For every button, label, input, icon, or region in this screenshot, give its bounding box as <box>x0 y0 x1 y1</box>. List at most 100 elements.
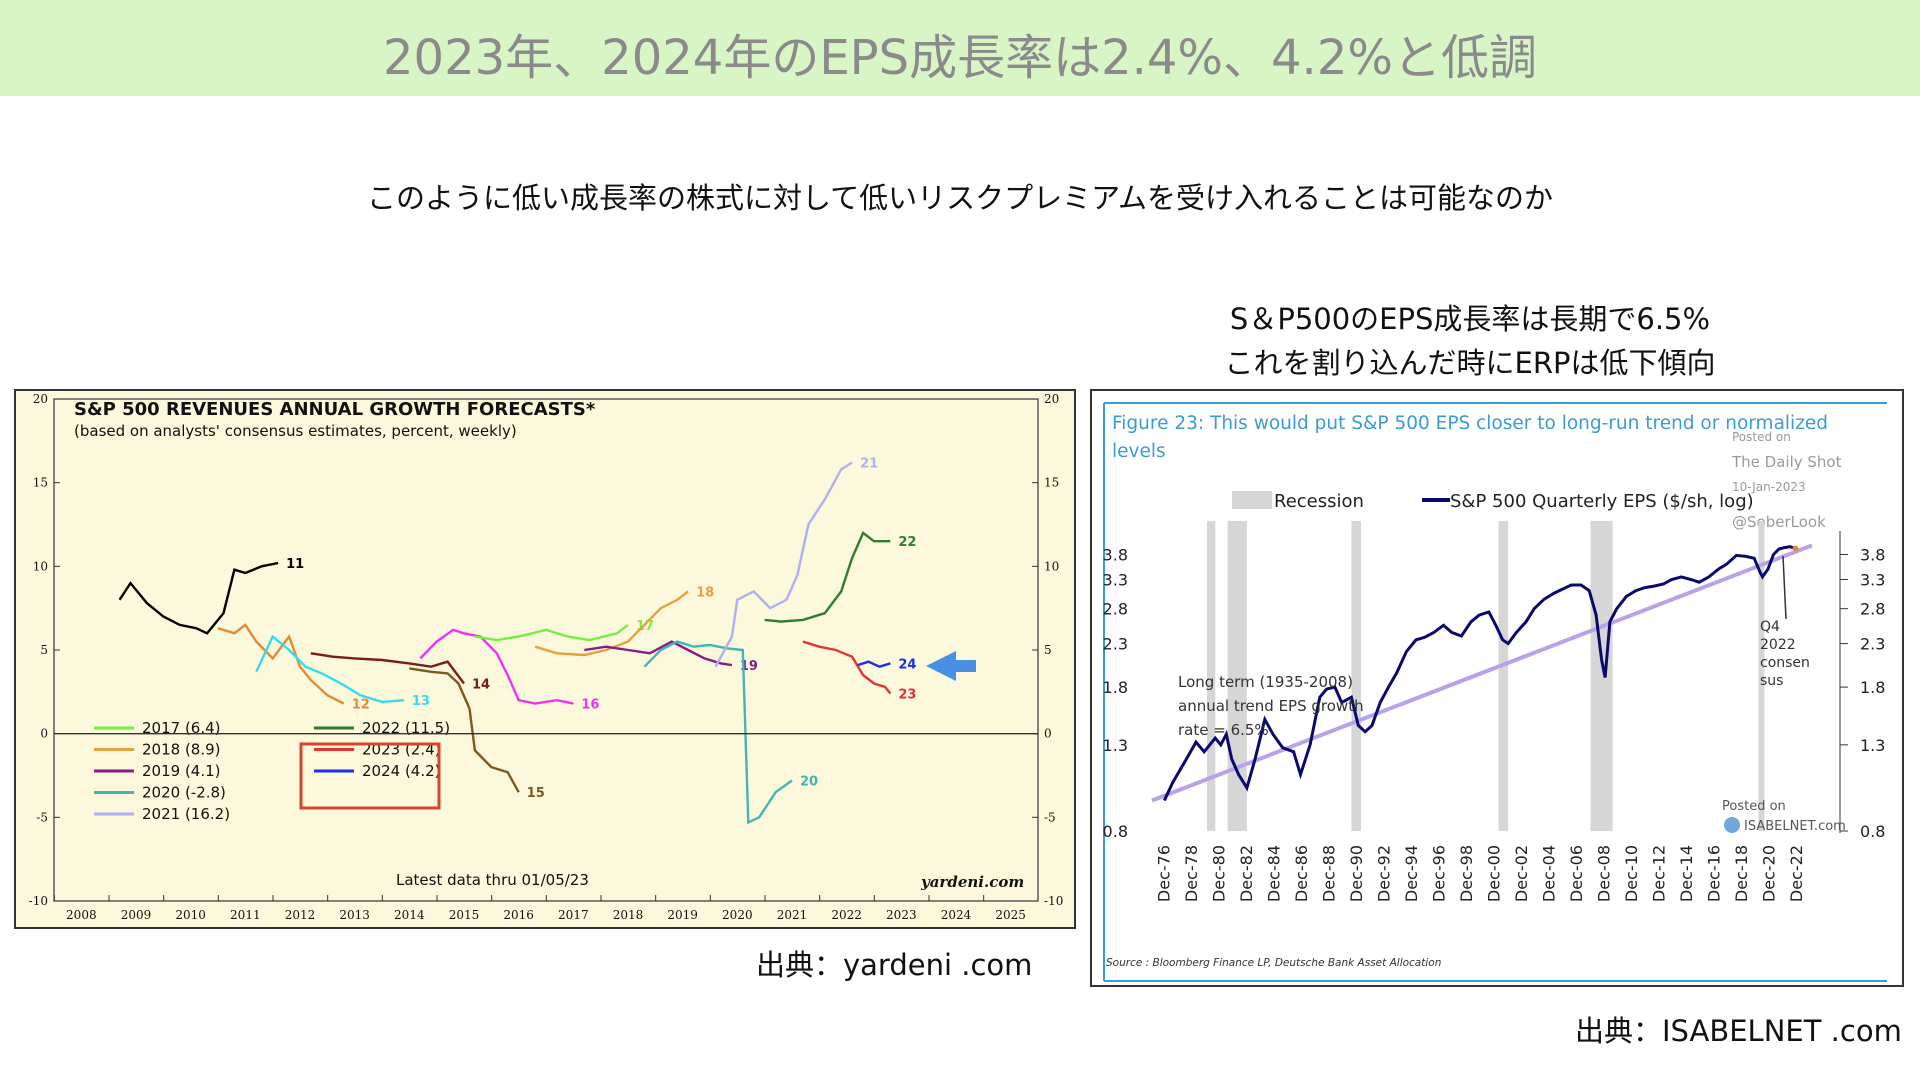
x-tick-label: 2008 <box>66 908 97 922</box>
series-line-16 <box>419 628 574 705</box>
x-tick-label: Dec-86 <box>1292 845 1311 902</box>
x-tick-label: Dec-88 <box>1319 845 1338 902</box>
series-end-label: 23 <box>898 688 916 703</box>
series-end-label: 21 <box>860 457 878 472</box>
y-tick-label-right: 3.8 <box>1860 545 1885 564</box>
x-tick-label: 2025 <box>995 908 1026 922</box>
y-tick-label-right: 15 <box>1044 476 1059 490</box>
x-tick-label: Dec-82 <box>1237 845 1256 902</box>
x-tick-label: 2016 <box>503 908 534 922</box>
x-tick-label: 2021 <box>777 908 808 922</box>
right-source: 出典：ISABELNET .com <box>1575 1014 1902 1048</box>
y-tick-label-right: 0.8 <box>1860 822 1885 841</box>
watermark2-line2: ISABELNET.com <box>1744 819 1846 834</box>
y-tick-label-left: 3.8 <box>1103 545 1128 564</box>
x-tick-label: 2015 <box>449 908 480 922</box>
series-line-15 <box>409 667 520 793</box>
legend-label: 2022 (11.5) <box>362 719 450 737</box>
y-tick-label-left: 2.8 <box>1103 600 1128 619</box>
series-line-12 <box>217 623 345 705</box>
right-chart: Figure 23: This would put S&P 500 EPS cl… <box>1103 402 1887 982</box>
y-tick-label-right: 1.8 <box>1860 678 1885 697</box>
y-tick-label-left: -5 <box>36 810 48 824</box>
series-line-18 <box>534 590 689 657</box>
legend-eps-label: S&P 500 Quarterly EPS ($/sh, log) <box>1450 491 1754 512</box>
left-chart-title: S&P 500 REVENUES ANNUAL GROWTH FORECASTS… <box>74 399 596 420</box>
legend-label: 2017 (6.4) <box>142 719 221 737</box>
series-end-label: 11 <box>286 557 304 572</box>
series-line-19 <box>584 640 733 667</box>
series-line-14 <box>310 652 465 685</box>
x-tick-label: Dec-00 <box>1484 845 1503 902</box>
series-end-label: 20 <box>800 775 818 790</box>
series-line-21 <box>714 461 853 668</box>
callout-arrow-icon <box>1782 555 1787 620</box>
y-tick-label-right: 10 <box>1044 559 1059 573</box>
x-tick-label: Dec-94 <box>1402 845 1421 902</box>
y-tick-label-left: -10 <box>29 894 48 908</box>
isabelnet-logo-icon <box>1724 817 1740 833</box>
trend-line <box>1151 543 1813 803</box>
callout-line1: Q4 <box>1760 619 1780 635</box>
x-tick-label: Dec-12 <box>1649 845 1668 902</box>
left-chart-note: Latest data thru 01/05/23 <box>396 871 589 889</box>
recession-band <box>1227 521 1247 831</box>
x-tick-label: Dec-04 <box>1539 845 1558 902</box>
watermark-line1: Posted on <box>1732 430 1791 444</box>
x-tick-label: Dec-06 <box>1567 845 1586 902</box>
x-tick-label: 2019 <box>667 908 698 922</box>
left-source: 出典：yardeni .com <box>756 948 1033 982</box>
right-chart-title-line2: levels <box>1112 441 1166 462</box>
legend-recession-swatch <box>1232 491 1272 509</box>
series-line-17 <box>474 623 629 642</box>
right-y-axis: 3.8 3.8 3.3 3.3 2.8 2.8 2.3 2.3 1.8 1.8 1.3 1.3 0.8 0… <box>1103 531 1885 841</box>
x-tick-label: Dec-16 <box>1704 845 1723 902</box>
y-tick-label-left: 3.3 <box>1103 571 1128 590</box>
annotation-line2: annual trend EPS growth <box>1178 697 1364 715</box>
x-tick-label: Dec-84 <box>1264 845 1283 902</box>
x-tick-label: 2020 <box>722 908 753 922</box>
x-tick-label: 2024 <box>941 908 972 922</box>
watermark2-line1: Posted on <box>1722 799 1786 814</box>
callout-line3: consen <box>1760 655 1810 671</box>
legend-label: 2019 (4.1) <box>142 762 221 780</box>
left-chart-subtitle: (based on analysts' consensus estimates,… <box>74 422 517 440</box>
x-tick-label: 2010 <box>175 908 206 922</box>
y-tick-label-right: -10 <box>1044 894 1063 908</box>
series-line-23 <box>802 640 892 695</box>
series-end-label: 16 <box>581 698 599 713</box>
x-tick-label: 2023 <box>886 908 917 922</box>
series-line-13 <box>255 634 404 704</box>
x-tick-label: 2013 <box>339 908 370 922</box>
x-tick-label: Dec-08 <box>1594 845 1613 902</box>
y-tick-label-right: 5 <box>1044 643 1052 657</box>
right-chart-panel: Figure 23: This would put S&P 500 EPS cl… <box>1090 389 1904 987</box>
left-chart-panel: 20 20 15 15 10 10 5 5 0 0 -5 -5 -10 -10 2008 2009 2010 2… <box>14 389 1076 929</box>
x-tick-label: 2014 <box>394 908 425 922</box>
legend-label: 2020 (-2.8) <box>142 784 226 802</box>
x-tick-label: Dec-22 <box>1787 845 1806 902</box>
x-tick-label: 2017 <box>558 908 589 922</box>
series-end-label: 18 <box>696 585 714 600</box>
eps-line <box>1163 545 1796 802</box>
right-watermark: Posted on The Daily Shot 10-Jan-2023 @So… <box>1731 430 1842 531</box>
x-tick-label: Dec-14 <box>1677 845 1696 902</box>
watermark-line3: 10-Jan-2023 <box>1732 480 1806 494</box>
x-tick-label: Dec-92 <box>1374 845 1393 902</box>
left-plot-frame <box>53 398 1039 902</box>
y-tick-label-right: 0 <box>1044 727 1052 741</box>
watermark-line4: @SoberLook <box>1732 513 1826 531</box>
x-tick-label: Dec-10 <box>1622 845 1641 902</box>
recession-band <box>1351 521 1361 831</box>
y-tick-label-right: 3.3 <box>1860 571 1885 590</box>
left-legend: 2017 (6.4) 2018 (8.9) 2019 (4.1) 2020 (-2.8… <box>94 719 450 823</box>
y-tick-label-left: 20 <box>33 392 48 406</box>
recession-band <box>1498 521 1509 831</box>
series-end-label: 24 <box>898 657 916 672</box>
y-tick-label-left: 0.8 <box>1103 822 1128 841</box>
callout-line2: 2022 <box>1760 637 1796 653</box>
page-title: 2023年、2024年のEPS成長率は2.4%、4.2%と低調 <box>383 30 1537 86</box>
y-tick-label-left: 2.3 <box>1103 635 1128 654</box>
